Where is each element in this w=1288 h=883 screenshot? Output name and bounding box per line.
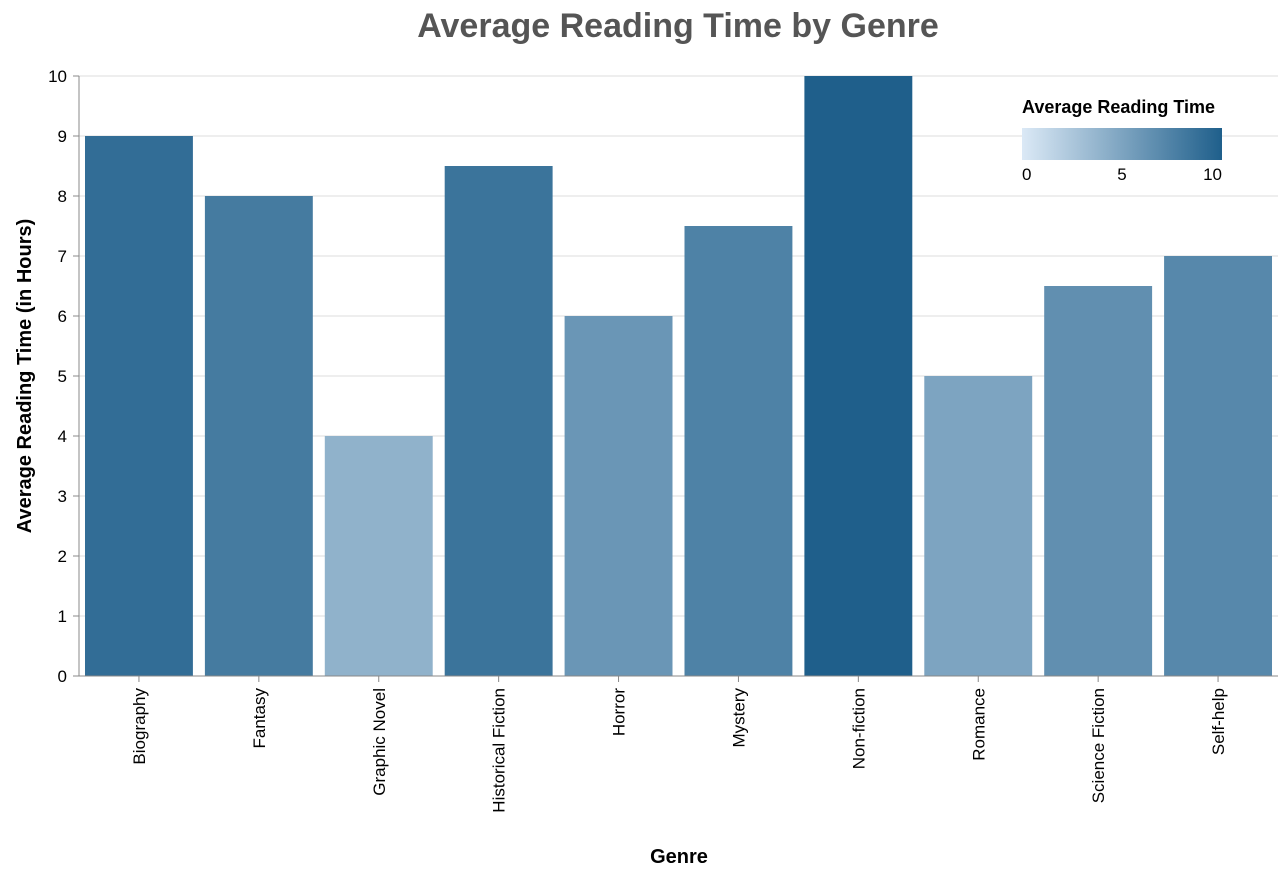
bar [804, 76, 913, 676]
legend-gradient [1022, 128, 1222, 160]
x-tick-label: Self-help [1209, 688, 1228, 755]
legend-tick-label: 0 [1022, 165, 1031, 184]
chart-title: Average Reading Time by Genre [417, 7, 939, 45]
legend-tick-label: 10 [1203, 165, 1222, 184]
x-axis: Biography Fantasy Graphic Novel Historical … [79, 675, 1278, 813]
bar [1164, 256, 1273, 676]
bar [684, 226, 793, 676]
legend: Average Reading Time 0 5 10 [1022, 97, 1222, 184]
x-axis-title: Genre [650, 846, 708, 868]
y-axis-title: Average Reading Time (in Hours) [14, 219, 36, 534]
bar [924, 376, 1033, 676]
y-tick-label: 9 [58, 127, 67, 146]
bar [1044, 286, 1153, 676]
y-axis: 0 1 2 3 4 5 6 7 8 9 10 [48, 67, 80, 686]
y-tick-label: 0 [58, 667, 67, 686]
y-tick-label: 6 [58, 307, 67, 326]
x-tick-label: Non-fiction [849, 688, 868, 769]
legend-ticks: 0 5 10 [1022, 165, 1222, 184]
x-tick-label: Biography [130, 688, 149, 765]
bar [324, 436, 433, 676]
x-tick-label: Romance [969, 688, 988, 761]
bars [84, 76, 1273, 676]
bar [84, 136, 193, 676]
bar [564, 316, 673, 676]
y-tick-label: 4 [58, 427, 67, 446]
y-tick-label: 3 [58, 487, 67, 506]
x-tick-label: Mystery [729, 688, 748, 748]
x-tick-label: Horror [610, 688, 629, 737]
x-tick-label: Science Fiction [1089, 688, 1108, 803]
y-tick-label: 2 [58, 547, 67, 566]
y-tick-label: 7 [58, 247, 67, 266]
bar [444, 166, 553, 676]
x-tick-label: Historical Fiction [490, 688, 509, 813]
y-tick-label: 5 [58, 367, 67, 386]
bar [204, 196, 313, 676]
x-tick-label: Fantasy [250, 688, 269, 749]
y-tick-label: 10 [48, 67, 67, 86]
legend-tick-label: 5 [1117, 165, 1126, 184]
y-tick-label: 8 [58, 187, 67, 206]
y-tick-label: 1 [58, 607, 67, 626]
x-tick-label: Graphic Novel [370, 688, 389, 796]
legend-title: Average Reading Time [1022, 97, 1215, 117]
